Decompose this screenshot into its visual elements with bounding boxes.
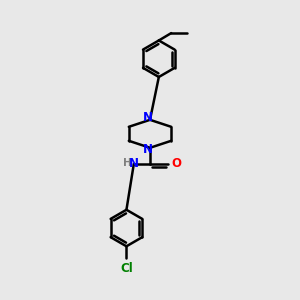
- Text: H: H: [123, 158, 131, 168]
- Text: O: O: [171, 157, 181, 170]
- Text: Cl: Cl: [120, 262, 133, 275]
- Text: N: N: [129, 157, 139, 170]
- Text: N: N: [143, 111, 153, 124]
- Text: N: N: [143, 143, 153, 156]
